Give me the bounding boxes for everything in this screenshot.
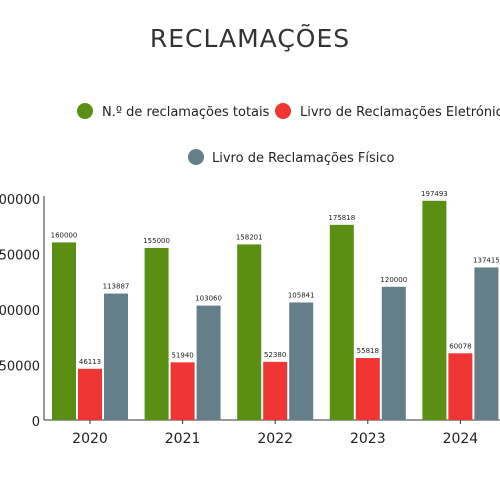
bar bbox=[237, 244, 262, 420]
legend-marker bbox=[77, 103, 93, 119]
y-tick-label: 0 bbox=[32, 415, 40, 430]
legend-label: N.º de reclamações totais bbox=[102, 105, 270, 120]
data-label: 46113 bbox=[79, 358, 101, 366]
bar bbox=[422, 200, 447, 420]
bars bbox=[52, 200, 499, 420]
axes: 0 50000 100000 150000 200000 2020 2021 2022 2023… bbox=[0, 193, 500, 447]
bar bbox=[78, 368, 102, 420]
data-label: 51940 bbox=[171, 351, 193, 359]
data-labels: 160000 46113 113887 155000 51940 103060 158201… bbox=[51, 190, 500, 366]
x-tick-label: 2021 bbox=[165, 431, 201, 447]
bar bbox=[474, 267, 499, 420]
legend-label: Livro de Reclamações Eletrónico bbox=[300, 105, 500, 120]
bar bbox=[144, 247, 169, 420]
data-label: 158201 bbox=[236, 233, 263, 241]
legend-item: Livro de Reclamações Eletrónico bbox=[275, 103, 500, 120]
legend-marker bbox=[188, 149, 204, 165]
bar bbox=[170, 362, 195, 420]
data-label: 105841 bbox=[288, 292, 315, 300]
data-label: 175818 bbox=[328, 214, 355, 222]
chart-title: RECLAMAÇÕES bbox=[150, 23, 350, 53]
data-label: 52380 bbox=[264, 351, 286, 359]
data-label: 60078 bbox=[449, 342, 471, 350]
bar bbox=[104, 293, 128, 420]
data-label: 155000 bbox=[143, 237, 170, 245]
bar bbox=[329, 224, 354, 420]
bar bbox=[289, 302, 314, 420]
legend: N.º de reclamações totais Livro de Reclam… bbox=[77, 103, 500, 166]
bar bbox=[263, 361, 288, 420]
bar bbox=[355, 358, 380, 420]
bar bbox=[448, 353, 473, 420]
data-label: 113887 bbox=[103, 283, 130, 291]
data-label: 120000 bbox=[380, 276, 407, 284]
bar bbox=[381, 286, 406, 420]
y-tick-label: 100000 bbox=[0, 304, 40, 319]
data-label: 55818 bbox=[357, 347, 379, 355]
y-tick-label: 200000 bbox=[0, 193, 40, 208]
bar bbox=[196, 305, 221, 420]
data-label: 160000 bbox=[51, 231, 78, 239]
legend-marker bbox=[275, 103, 291, 119]
legend-item: Livro de Reclamações Físico bbox=[188, 149, 395, 166]
legend-item: N.º de reclamações totais bbox=[77, 103, 270, 120]
x-tick-label: 2020 bbox=[72, 431, 108, 447]
data-label: 103060 bbox=[195, 295, 222, 303]
data-label: 197493 bbox=[421, 190, 448, 198]
bar bbox=[52, 242, 76, 420]
y-tick-label: 150000 bbox=[0, 249, 40, 264]
x-tick-label: 2022 bbox=[257, 431, 293, 447]
legend-label: Livro de Reclamações Físico bbox=[212, 151, 395, 166]
y-tick-label: 50000 bbox=[0, 360, 40, 375]
x-tick-label: 2023 bbox=[350, 431, 386, 447]
x-tick-label: 2024 bbox=[443, 431, 479, 447]
data-label: 137415 bbox=[473, 256, 500, 264]
